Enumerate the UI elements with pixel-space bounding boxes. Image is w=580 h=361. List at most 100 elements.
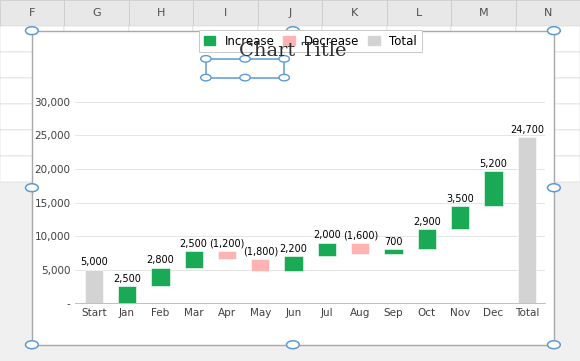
Bar [64, 156, 129, 182]
Bar [258, 78, 322, 104]
Bar [387, 26, 451, 52]
Bar [516, 0, 580, 26]
Bar [251, 259, 270, 271]
Circle shape [26, 184, 38, 192]
Bar [418, 229, 436, 249]
Bar [206, 59, 284, 78]
Bar [258, 0, 322, 26]
Bar [32, 31, 554, 345]
Bar [322, 156, 387, 182]
Bar [0, 104, 64, 130]
Bar [64, 78, 129, 104]
Bar [451, 206, 469, 229]
Text: (1,800): (1,800) [242, 247, 278, 257]
Bar [451, 0, 516, 26]
Bar [258, 130, 322, 156]
Text: 3,500: 3,500 [447, 193, 474, 204]
Bar [322, 104, 387, 130]
Bar [516, 130, 580, 156]
Bar [218, 251, 236, 259]
Circle shape [548, 27, 560, 35]
Text: 2,800: 2,800 [147, 255, 174, 265]
Circle shape [279, 56, 289, 62]
Circle shape [201, 74, 211, 81]
Bar [322, 52, 387, 78]
Bar [0, 156, 64, 182]
Bar [184, 251, 203, 268]
Bar [193, 130, 258, 156]
Bar [193, 156, 258, 182]
Text: 5,000: 5,000 [80, 257, 108, 268]
Bar [451, 78, 516, 104]
Text: G: G [92, 8, 101, 18]
Bar [322, 26, 387, 52]
Bar [451, 156, 516, 182]
Bar [64, 130, 129, 156]
Text: Chart Title: Chart Title [239, 42, 347, 60]
Bar [129, 78, 193, 104]
Bar [0, 0, 64, 26]
Circle shape [279, 74, 289, 81]
Bar [258, 52, 322, 78]
Text: J: J [288, 8, 292, 18]
Text: N: N [543, 8, 552, 18]
Bar [518, 138, 536, 303]
Text: 700: 700 [385, 236, 403, 247]
Circle shape [548, 184, 560, 192]
Bar [322, 0, 387, 26]
Bar [85, 270, 103, 303]
Bar [516, 26, 580, 52]
Bar [0, 26, 64, 52]
Text: H: H [157, 8, 165, 18]
Bar [129, 156, 193, 182]
Circle shape [240, 74, 250, 81]
Circle shape [548, 341, 560, 349]
Bar [322, 130, 387, 156]
Bar [516, 156, 580, 182]
Bar [193, 52, 258, 78]
Text: (1,200): (1,200) [209, 239, 245, 248]
Bar [129, 0, 193, 26]
Text: 5,200: 5,200 [480, 158, 508, 169]
Bar [64, 26, 129, 52]
Bar [484, 171, 503, 206]
Text: K: K [351, 8, 358, 18]
Bar [193, 78, 258, 104]
Bar [387, 104, 451, 130]
Text: 2,200: 2,200 [280, 244, 307, 254]
Bar [318, 243, 336, 256]
Bar [0, 52, 64, 78]
Text: 24,700: 24,700 [510, 125, 544, 135]
Text: 2,900: 2,900 [413, 217, 441, 227]
Bar [451, 130, 516, 156]
Bar [64, 52, 129, 78]
Bar [451, 26, 516, 52]
Bar [385, 249, 403, 253]
Bar [284, 256, 303, 271]
Circle shape [240, 56, 250, 62]
Bar [193, 26, 258, 52]
Text: M: M [478, 8, 488, 18]
Bar [64, 0, 129, 26]
Text: 2,500: 2,500 [180, 239, 208, 248]
Legend: Increase, Decrease, Total: Increase, Decrease, Total [199, 30, 422, 52]
Bar [451, 52, 516, 78]
Bar [387, 52, 451, 78]
Bar [118, 287, 136, 303]
Bar [387, 0, 451, 26]
Bar [129, 130, 193, 156]
Circle shape [201, 56, 211, 62]
Bar [0, 78, 64, 104]
Circle shape [26, 341, 38, 349]
Bar [322, 78, 387, 104]
Bar [387, 156, 451, 182]
Bar [193, 104, 258, 130]
Bar [516, 78, 580, 104]
Bar [258, 156, 322, 182]
Bar [193, 0, 258, 26]
Text: 2,500: 2,500 [113, 274, 141, 284]
Bar [0, 130, 64, 156]
Bar [387, 130, 451, 156]
Text: (1,600): (1,600) [343, 230, 378, 240]
Circle shape [287, 341, 299, 349]
